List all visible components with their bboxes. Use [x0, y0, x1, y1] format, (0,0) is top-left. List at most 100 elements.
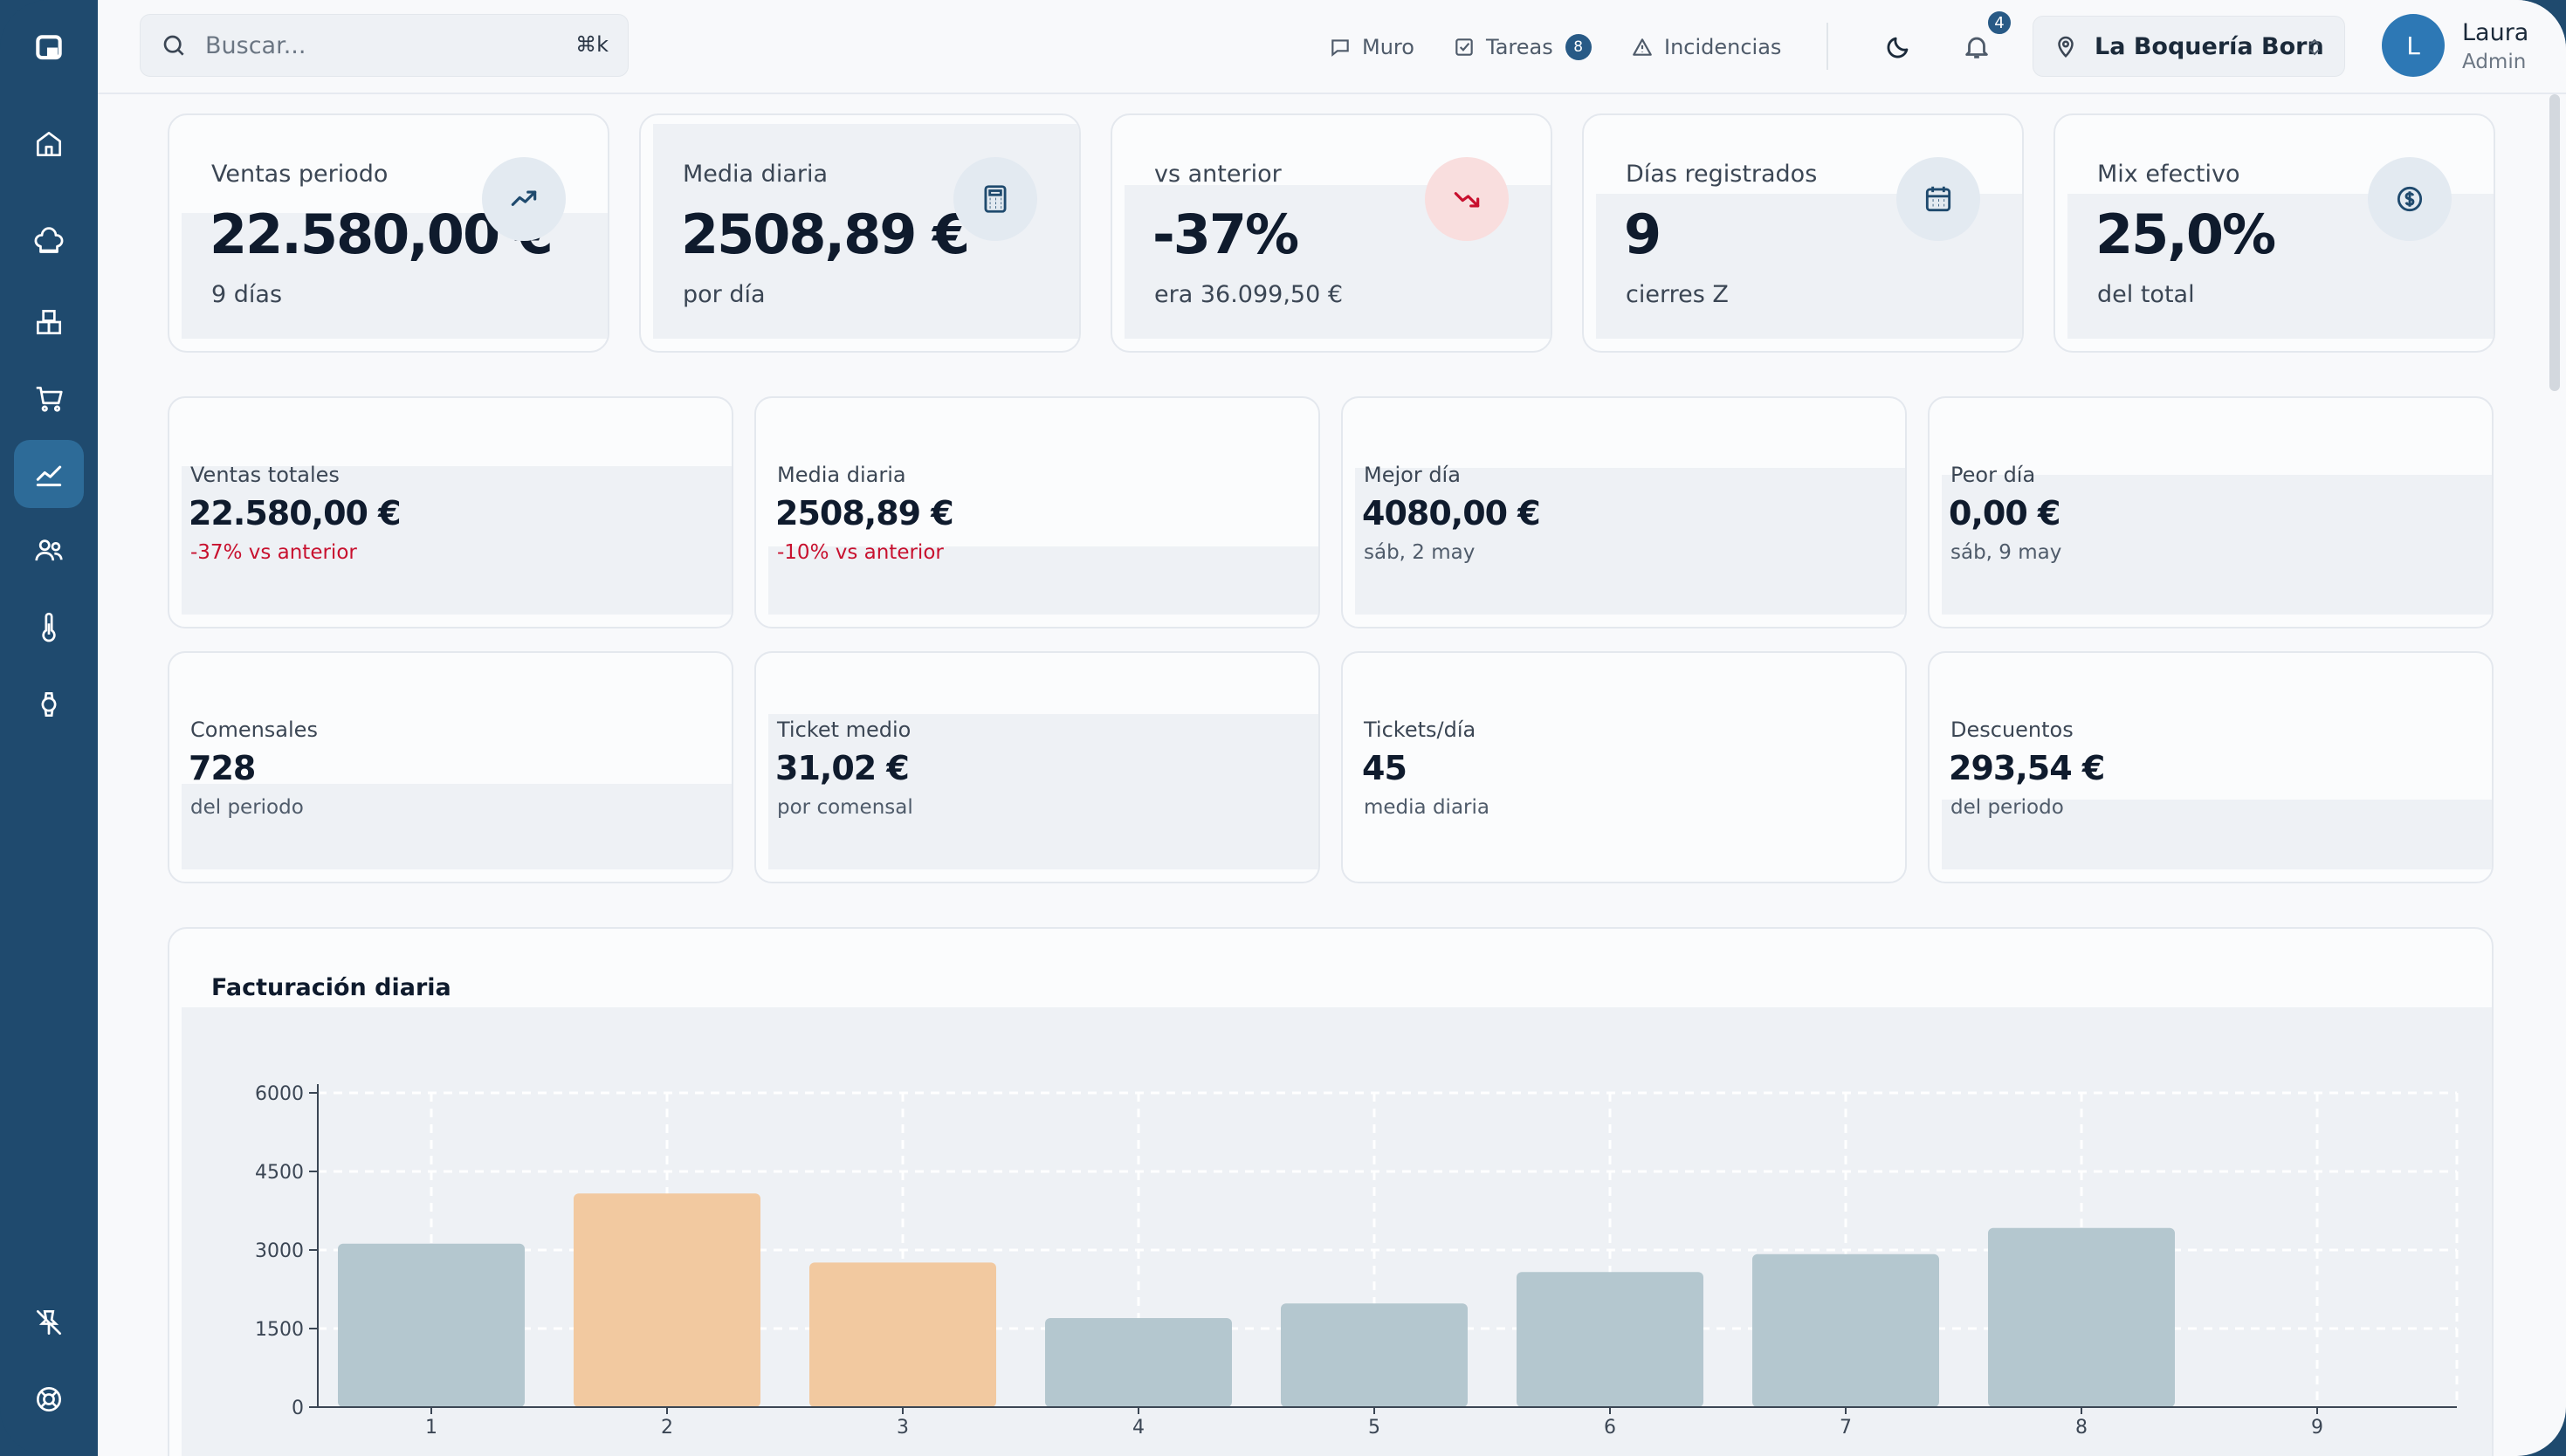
stat-card-ticket-medio: Ticket medio 31,02 € por comensal — [754, 651, 1320, 883]
stat-value: 4080,00 € — [1362, 494, 1541, 532]
stat-value: 45 — [1362, 749, 1407, 787]
app-logo-icon[interactable] — [17, 14, 80, 82]
nav-tareas[interactable]: Tareas 8 — [1453, 30, 1592, 65]
kpi-value: 9 — [1624, 203, 1661, 266]
sidebar — [0, 0, 98, 1456]
chart-bar — [1988, 1227, 2175, 1407]
stat-card-descuentos: Descuentos 293,54 € del periodo — [1928, 651, 2494, 883]
kpi-sub: del total — [2097, 281, 2195, 308]
user-role: Admin — [2462, 51, 2527, 73]
stat-sub: del periodo — [1950, 796, 2064, 819]
trending-up-icon — [482, 157, 566, 241]
chart-bar — [574, 1193, 760, 1407]
help-icon[interactable] — [14, 1365, 84, 1433]
chart-bar — [1752, 1253, 1939, 1407]
stat-card-tickets-dia: Tickets/día 45 media diaria — [1341, 651, 1907, 883]
kpi-value: 2508,89 € — [681, 203, 970, 266]
stat-label: Peor día — [1950, 463, 2036, 487]
checkbox-icon — [1455, 38, 1473, 56]
x-tick-label: 7 — [1840, 1417, 1852, 1439]
stat-card-peor-dia: Peor día 0,00 € sáb, 9 may — [1928, 396, 2494, 628]
kpi-card-vs-anterior: vs anterior -37% era 36.099,50 € — [1111, 113, 1552, 353]
x-tick-label: 4 — [1132, 1417, 1145, 1439]
y-tick-label: 1500 — [255, 1319, 304, 1341]
users-icon[interactable] — [14, 517, 84, 585]
stat-value: 728 — [189, 749, 256, 787]
stat-card-mejor-dia: Mejor día 4080,00 € sáb, 2 may — [1341, 396, 1907, 628]
main-content: ⌘k Muro Tareas 8 Incidencias 4 — [98, 0, 2566, 1456]
stat-delta: -37% vs anterior — [190, 541, 357, 564]
chart-title: Facturación diaria — [211, 974, 451, 1001]
kpi-card-media-diaria: Media diaria 2508,89 € por día — [639, 113, 1081, 353]
notifications-badge: 4 — [1985, 9, 2013, 37]
kpi-label: Mix efectivo — [2097, 161, 2240, 188]
y-tick-label: 0 — [292, 1398, 304, 1419]
chef-hat-icon[interactable] — [14, 209, 84, 278]
thermometer-icon[interactable] — [14, 594, 84, 662]
trending-down-icon — [1425, 157, 1509, 241]
kpi-sub: era 36.099,50 € — [1154, 281, 1344, 308]
kpi-value: -37% — [1152, 203, 1299, 266]
cart-icon[interactable] — [14, 365, 84, 433]
kpi-sub: cierres Z — [1626, 281, 1729, 308]
avatar[interactable]: L — [2382, 14, 2445, 77]
nav-tareas-label: Tareas — [1486, 35, 1553, 59]
bar-chart: 0 1500 3000 4500 6000 1 2 3 4 5 6 7 8 9 — [255, 1083, 2459, 1439]
stat-sub: media diaria — [1364, 796, 1489, 819]
stat-value: 0,00 € — [1949, 494, 2060, 532]
calculator-icon — [953, 157, 1037, 241]
card-tint — [768, 714, 1318, 869]
stat-label: Comensales — [190, 718, 318, 742]
dark-mode-toggle[interactable] — [1879, 28, 1917, 66]
stat-sub: por comensal — [777, 796, 913, 819]
card-tint — [182, 784, 732, 869]
kpi-label: vs anterior — [1154, 161, 1282, 188]
dollar-coin-icon — [2368, 157, 2452, 241]
x-tick-label: 3 — [897, 1417, 909, 1439]
x-tick-label: 1 — [425, 1417, 437, 1439]
home-icon[interactable] — [14, 110, 84, 178]
notifications-button[interactable] — [1957, 28, 1996, 66]
chevron-up-down-icon — [2309, 38, 2320, 56]
x-tick-label: 9 — [2311, 1417, 2323, 1439]
boxes-icon[interactable] — [14, 288, 84, 356]
x-tick-label: 8 — [2075, 1417, 2088, 1439]
divider — [1826, 23, 1828, 70]
stat-card-media-diaria: Media diaria 2508,89 € -10% vs anterior — [754, 396, 1320, 628]
chart-bar — [338, 1243, 525, 1407]
map-pin-icon — [2058, 36, 2074, 58]
y-tick-label: 3000 — [255, 1240, 304, 1262]
chart-icon[interactable] — [14, 440, 84, 508]
stat-label: Descuentos — [1950, 718, 2074, 742]
scrollbar-thumb[interactable] — [2549, 94, 2560, 391]
nav-incidencias-label: Incidencias — [1664, 35, 1782, 59]
watch-icon[interactable] — [14, 670, 84, 738]
kpi-card-ventas-periodo: Ventas periodo 22.580,00 € 9 días — [168, 113, 609, 353]
nav-incidencias[interactable]: Incidencias — [1631, 30, 1781, 65]
stat-label: Mejor día — [1364, 463, 1461, 487]
tareas-count-badge: 8 — [1565, 34, 1592, 60]
bell-icon — [1965, 37, 1988, 58]
location-selector[interactable]: La Boquería Born — [2033, 16, 2345, 77]
y-tick-label: 4500 — [255, 1162, 304, 1184]
nav-muro[interactable]: Muro — [1329, 30, 1414, 65]
search-box[interactable]: ⌘k — [140, 14, 629, 77]
search-input[interactable] — [205, 31, 537, 59]
card-tint — [1355, 468, 1905, 615]
kpi-label: Días registrados — [1626, 161, 1818, 188]
stat-card-ventas-totales: Ventas totales 22.580,00 € -37% vs anter… — [168, 396, 733, 628]
location-name: La Boquería Born — [2095, 32, 2324, 60]
stat-value: 2508,89 € — [775, 494, 954, 532]
stat-label: Ticket medio — [777, 718, 912, 742]
nav-muro-label: Muro — [1362, 35, 1414, 59]
top-bar: ⌘k Muro Tareas 8 Incidencias 4 — [98, 0, 2566, 94]
unpin-icon[interactable] — [14, 1288, 84, 1356]
stat-value: 22.580,00 € — [189, 494, 402, 532]
kpi-card-mix-efectivo: Mix efectivo 25,0% del total — [2053, 113, 2495, 353]
stat-label: Media diaria — [777, 463, 906, 487]
x-tick-label: 6 — [1604, 1417, 1616, 1439]
stat-card-comensales: Comensales 728 del periodo — [168, 651, 733, 883]
kpi-label: Ventas periodo — [211, 161, 389, 188]
y-tick-label: 6000 — [255, 1083, 304, 1105]
